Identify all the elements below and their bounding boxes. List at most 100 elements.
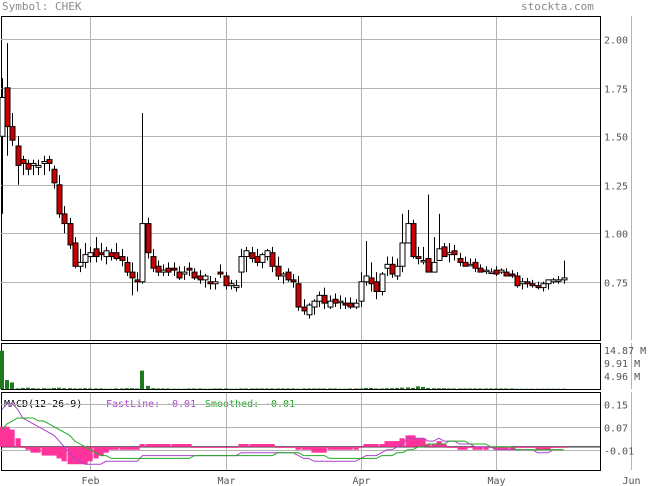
candle-body — [150, 256, 157, 269]
candle-body — [436, 248, 443, 261]
macd-histogram-bar — [20, 446, 26, 448]
volume-bar — [447, 388, 451, 389]
candle-body — [332, 298, 339, 304]
macd-histogram-bar — [41, 446, 47, 456]
macd-histogram-bar — [420, 438, 426, 447]
volume-bar — [52, 387, 56, 389]
volume-bar — [73, 388, 77, 389]
macd-histogram-bar — [327, 446, 333, 450]
candle-body — [217, 271, 224, 275]
candle-body — [160, 269, 167, 273]
candle-body — [30, 162, 37, 166]
candle-body — [290, 279, 297, 283]
candle-body — [410, 223, 417, 258]
macd-histogram-bar — [98, 446, 104, 456]
volume-bar — [62, 388, 66, 389]
candle-body — [20, 159, 27, 164]
candle-body — [379, 273, 386, 292]
candle-body — [467, 263, 474, 267]
volume-pane: 14.87 M 9.91 M 4.96 M — [0, 343, 646, 390]
volume-bar — [452, 388, 456, 389]
macd-histogram-bar — [529, 446, 535, 448]
candle-body — [514, 275, 521, 287]
volume-bar — [114, 388, 118, 389]
macd-histogram-bar — [275, 446, 281, 448]
candle-body — [207, 281, 214, 285]
candle-body — [4, 87, 11, 128]
volume-bar — [437, 388, 441, 389]
volume-bar — [385, 388, 389, 389]
candle-body — [451, 250, 458, 256]
volume-bar — [187, 388, 191, 389]
volume-bar — [432, 388, 436, 389]
volume-bar — [302, 388, 306, 389]
macd-histogram-bar — [353, 446, 359, 450]
volume-bar — [463, 388, 467, 389]
macd-histogram-bar — [61, 446, 67, 462]
volume-bar — [484, 388, 488, 389]
macd-histogram-bar — [368, 444, 374, 447]
macd-histogram-bar — [181, 444, 187, 447]
macd-histogram-bar — [186, 444, 192, 447]
volume-bar — [317, 388, 321, 389]
volume-bar — [504, 388, 508, 389]
candle-body — [87, 252, 94, 258]
macd-pane: MACD(12-26-9) FastLine: -0.01 Smoothed: … — [0, 392, 634, 471]
candle-body — [301, 306, 308, 312]
candle-body — [113, 252, 120, 260]
candle-body — [171, 267, 178, 271]
volume-bar — [510, 388, 514, 389]
candle-body — [535, 285, 542, 289]
macd-histogram-bar — [405, 435, 411, 447]
volume-bar — [239, 388, 243, 389]
macd-histogram-bar — [228, 446, 234, 448]
volume-bar — [400, 387, 404, 389]
candle-body — [35, 164, 42, 168]
volume-bar — [281, 388, 285, 389]
macd-histogram-bar — [384, 441, 390, 447]
macd-histogram-bar — [519, 446, 525, 448]
macd-histogram-bar — [321, 446, 327, 453]
macd-histogram-bar — [379, 444, 385, 447]
candle-body — [316, 294, 323, 302]
candle-body — [446, 252, 453, 256]
candle-body — [529, 283, 536, 287]
volume-bar — [270, 388, 274, 389]
macd-histogram-bar — [509, 446, 515, 450]
candle-body — [243, 250, 250, 258]
volume-bar — [88, 388, 92, 389]
volume-bar — [406, 387, 410, 389]
volume-bar — [99, 388, 103, 389]
volume-bar — [161, 388, 165, 389]
volume-bar — [421, 386, 425, 389]
macd-histogram-bar — [176, 444, 182, 447]
macd-histogram-bar — [285, 446, 291, 448]
volume-bar — [333, 388, 337, 389]
macd-histogram-bar — [425, 444, 431, 447]
candle-body — [56, 184, 63, 215]
volume-bar — [26, 387, 30, 389]
volume-bar — [244, 388, 248, 389]
volume-bar — [265, 388, 269, 389]
candle-body — [98, 252, 105, 256]
macd-histogram-bar — [119, 446, 125, 450]
macd-histogram-bar — [129, 446, 135, 450]
volume-bar — [78, 388, 82, 389]
macd-smoothed-line — [1, 417, 564, 459]
macd-histogram-bar — [264, 444, 270, 447]
macd-histogram-bar — [503, 446, 509, 450]
candle-body — [0, 96, 6, 137]
candle-body — [165, 267, 172, 273]
volume-pane-frame — [1, 343, 601, 390]
volume-bar — [255, 388, 259, 389]
price-pane: 2.00 1.75 1.50 1.25 1.00 0.75 — [0, 16, 632, 341]
volume-bar — [468, 388, 472, 389]
macd-histogram-bar — [145, 444, 151, 447]
macd-histogram-bar — [280, 446, 286, 448]
macd-histogram-bar — [191, 446, 197, 448]
volume-bar — [416, 386, 420, 389]
candle-body — [119, 256, 126, 261]
candle-body — [347, 302, 354, 308]
candle-body — [363, 275, 370, 283]
